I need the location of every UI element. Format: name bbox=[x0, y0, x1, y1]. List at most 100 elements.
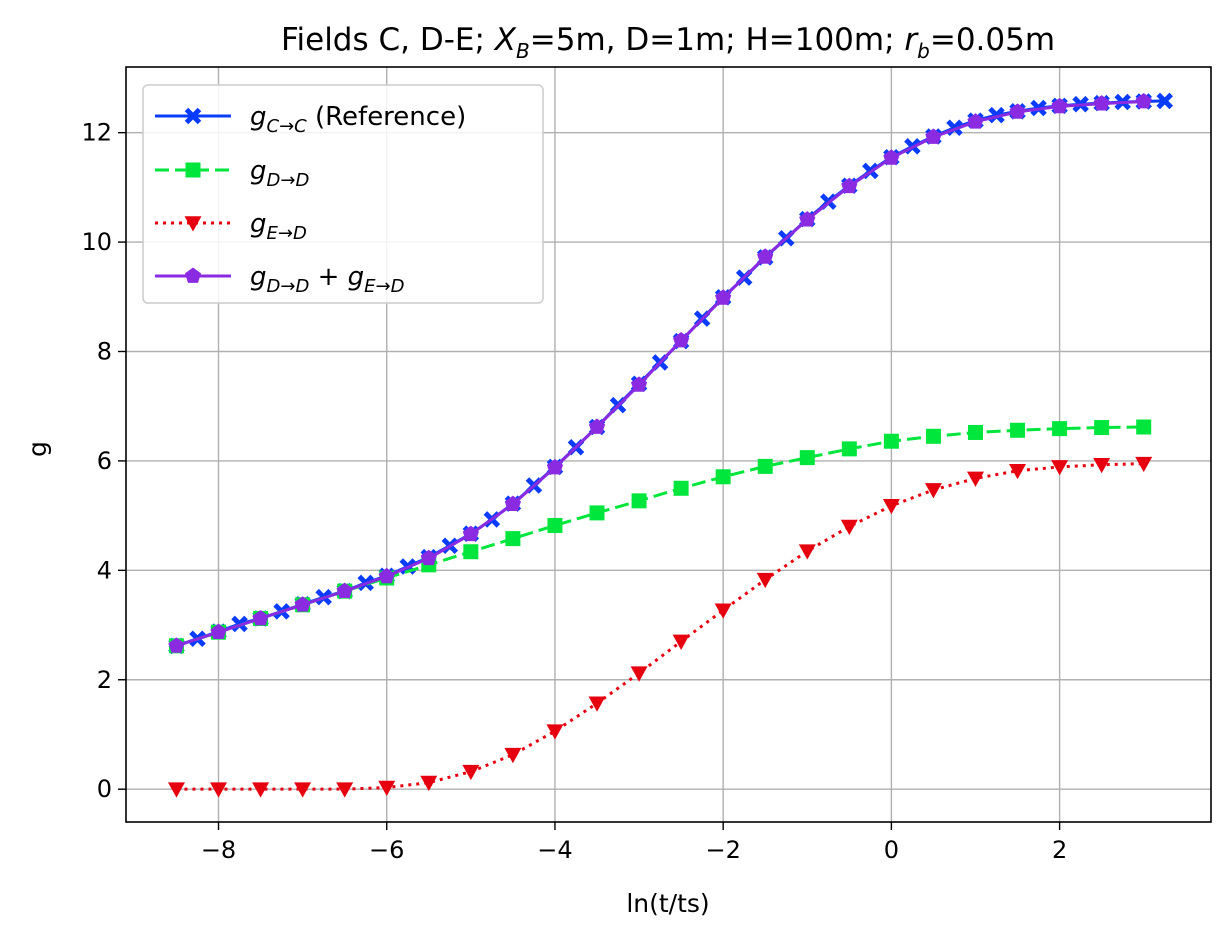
data-point bbox=[420, 549, 437, 566]
plot-frame bbox=[125, 66, 1212, 823]
data-point bbox=[673, 332, 690, 348]
data-point bbox=[336, 782, 354, 798]
x-tick-label: 0 bbox=[884, 836, 899, 864]
data-point bbox=[924, 483, 942, 499]
data-point bbox=[925, 428, 941, 444]
data-point bbox=[588, 696, 606, 712]
data-point bbox=[799, 450, 815, 466]
data-point bbox=[420, 775, 438, 792]
data-point bbox=[673, 480, 689, 496]
data-point bbox=[841, 441, 857, 457]
data-point bbox=[883, 149, 900, 165]
y-ticks: 0 2 4 6 8 10 12 bbox=[81, 119, 126, 803]
data-point bbox=[1156, 92, 1174, 110]
data-point bbox=[462, 525, 479, 542]
data-point bbox=[967, 113, 984, 129]
legend-entry-g-sum: gD→D + gE→D bbox=[155, 262, 405, 297]
data-point bbox=[840, 519, 858, 536]
data-point bbox=[1009, 103, 1026, 119]
data-point bbox=[462, 764, 480, 781]
x-ticks: −8 −6 −4 −2 0 2 bbox=[201, 822, 1067, 864]
data-point bbox=[1010, 422, 1026, 438]
data-point bbox=[757, 458, 773, 474]
data-point bbox=[630, 376, 648, 392]
y-axis-label: g bbox=[23, 441, 52, 457]
data-point bbox=[505, 531, 521, 547]
grid bbox=[126, 67, 1211, 822]
y-tick-label: 4 bbox=[97, 556, 112, 584]
data-point bbox=[988, 106, 1005, 124]
data-point bbox=[925, 128, 942, 144]
data-point bbox=[546, 724, 564, 740]
data-point bbox=[167, 782, 185, 798]
data-point bbox=[1051, 97, 1068, 114]
x-tick-label: −8 bbox=[201, 836, 236, 864]
data-point bbox=[756, 572, 774, 589]
data-point bbox=[210, 623, 227, 640]
data-point bbox=[210, 782, 228, 798]
series-3 bbox=[168, 92, 1152, 653]
data-point bbox=[1051, 460, 1069, 476]
data-point bbox=[757, 248, 774, 264]
legend-label-g-d-d: gD→D bbox=[250, 156, 309, 191]
data-point bbox=[1135, 92, 1152, 109]
legend-marker-glyph bbox=[185, 162, 201, 178]
y-tick-label: 2 bbox=[97, 666, 112, 694]
data-point bbox=[294, 782, 312, 798]
series-2 bbox=[167, 456, 1153, 798]
series-layer bbox=[167, 92, 1174, 798]
data-point bbox=[882, 498, 900, 515]
data-point bbox=[715, 469, 731, 485]
data-point bbox=[463, 544, 479, 560]
legend-marker-g-e-d bbox=[184, 216, 202, 232]
data-point bbox=[546, 458, 564, 475]
data-point bbox=[1093, 95, 1110, 111]
data-point bbox=[504, 495, 521, 512]
data-point bbox=[547, 517, 563, 533]
series-line bbox=[176, 462, 1144, 791]
legend-entry-g-c-c: gC→C (Reference) bbox=[155, 102, 466, 137]
legend-marker-g-sum bbox=[184, 267, 202, 283]
data-point bbox=[294, 596, 311, 612]
data-point bbox=[1093, 457, 1111, 474]
legend-marker-glyph bbox=[184, 107, 202, 125]
x-tick-label: −2 bbox=[705, 836, 740, 864]
data-point bbox=[378, 780, 396, 797]
data-point bbox=[252, 609, 269, 626]
legend-entry-g-e-d: gE→D bbox=[155, 209, 307, 244]
legend-marker-g-d-d bbox=[185, 162, 201, 178]
data-point bbox=[336, 582, 353, 598]
legend-label-g-sum: gD→D + gE→D bbox=[250, 262, 405, 297]
legend-marker-glyph bbox=[184, 216, 202, 232]
y-tick-label: 8 bbox=[97, 337, 112, 365]
y-tick-label: 0 bbox=[97, 775, 112, 803]
x-tick-label: −4 bbox=[537, 836, 572, 864]
data-point bbox=[1009, 463, 1027, 480]
data-point bbox=[1094, 420, 1110, 436]
data-point bbox=[883, 433, 899, 449]
data-point bbox=[378, 567, 395, 584]
data-point bbox=[168, 637, 185, 653]
x-tick-label: −6 bbox=[369, 836, 404, 864]
chart-title: Fields C, D-E; XB=5m, D=1m; H=100m; rb=0… bbox=[281, 22, 1055, 63]
x-axis-label: ln(t/ts) bbox=[626, 889, 709, 918]
legend-entry-g-d-d: gD→D bbox=[155, 156, 309, 191]
x-tick-label: 2 bbox=[1052, 836, 1067, 864]
data-point bbox=[1135, 456, 1153, 473]
data-point bbox=[841, 177, 858, 194]
data-point bbox=[715, 289, 732, 305]
data-point bbox=[589, 505, 605, 521]
data-point bbox=[799, 211, 816, 227]
legend-label-g-e-d: gE→D bbox=[250, 209, 307, 244]
data-point bbox=[714, 603, 732, 619]
data-point bbox=[588, 418, 606, 434]
data-point bbox=[1136, 419, 1152, 435]
legend-label-g-c-c: gC→C (Reference) bbox=[250, 102, 466, 137]
data-point bbox=[798, 544, 816, 560]
legend: gC→C (Reference) gD→D gE→D gD→D + gE→D bbox=[142, 84, 544, 304]
y-tick-label: 12 bbox=[81, 119, 112, 147]
data-point bbox=[252, 782, 270, 798]
data-point bbox=[967, 424, 983, 440]
legend-box bbox=[142, 84, 544, 304]
